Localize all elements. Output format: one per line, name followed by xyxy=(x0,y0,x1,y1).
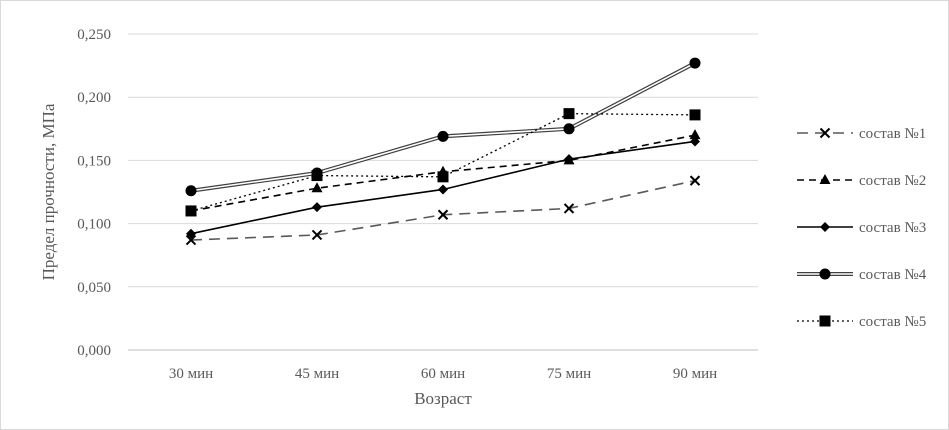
data-point-s3-3 xyxy=(438,184,448,195)
data-point-s5-1 xyxy=(185,205,197,217)
x-tick-label: 90 мин xyxy=(673,366,717,382)
x-tick-label: 45 мин xyxy=(295,366,339,382)
legend: состав №1 состав №2 состав №3 состав №4 сост… xyxy=(797,126,927,330)
legend-label-3: состав №3 xyxy=(859,220,926,236)
data-point-s4-5 xyxy=(689,57,701,69)
legend-label-2: состав №2 xyxy=(859,173,926,189)
x-tick-label: 60 мин xyxy=(421,366,465,382)
legend-label-5: состав №5 xyxy=(859,314,926,330)
gridlines xyxy=(128,33,758,288)
y-tick-label: 0,250 xyxy=(77,27,111,43)
data-point-s1-3 xyxy=(437,209,449,220)
y-tick-label: 0,050 xyxy=(77,280,111,296)
data-point-s3-1 xyxy=(186,228,196,239)
x-axis-ticks: 30 мин 45 мин 60 мин 75 мин 90 мин xyxy=(169,366,717,382)
data-point-s2-2 xyxy=(311,182,323,193)
data-point-s4-3 xyxy=(437,130,449,142)
series-line-5 xyxy=(190,112,696,212)
legend-label-4: состав №4 xyxy=(859,267,927,283)
data-point-s1-4 xyxy=(563,203,575,214)
legend-marker-4 xyxy=(819,268,831,280)
data-point-s5-2 xyxy=(311,170,323,182)
data-point-s3-5 xyxy=(690,136,700,147)
data-point-s3-2 xyxy=(312,202,322,213)
x-tick-label: 30 мин xyxy=(169,366,213,382)
data-point-s4-4 xyxy=(563,123,575,135)
data-point-s1-2 xyxy=(311,229,323,241)
y-tick-label: 0,100 xyxy=(77,217,111,233)
legend-marker-5 xyxy=(819,315,831,327)
y-tick-label: 0,000 xyxy=(77,343,111,359)
legend-label-1: состав №1 xyxy=(859,126,926,142)
y-axis-title: Предел прочности, МПа xyxy=(39,103,58,280)
series-markers xyxy=(185,57,701,246)
data-point-s1-1 xyxy=(185,234,197,246)
data-point-s2-5 xyxy=(689,129,701,140)
y-axis-ticks: 0,000 0,050 0,100 0,150 0,200 0,250 xyxy=(77,27,111,359)
data-point-s1-5 xyxy=(689,175,701,186)
data-point-s3-4 xyxy=(564,154,574,165)
data-point-s5-4 xyxy=(563,108,575,120)
data-point-s5-3 xyxy=(437,171,449,183)
legend-marker-2 xyxy=(819,174,831,184)
legend-marker-1 xyxy=(819,127,831,139)
legend-marker-3 xyxy=(820,222,830,232)
x-tick-label: 75 мин xyxy=(547,366,591,382)
data-point-s5-5 xyxy=(689,109,701,121)
data-point-s4-1 xyxy=(185,185,197,197)
y-tick-label: 0,150 xyxy=(77,153,111,169)
y-tick-label: 0,200 xyxy=(77,90,111,106)
x-axis-title: Возраст xyxy=(414,389,472,408)
